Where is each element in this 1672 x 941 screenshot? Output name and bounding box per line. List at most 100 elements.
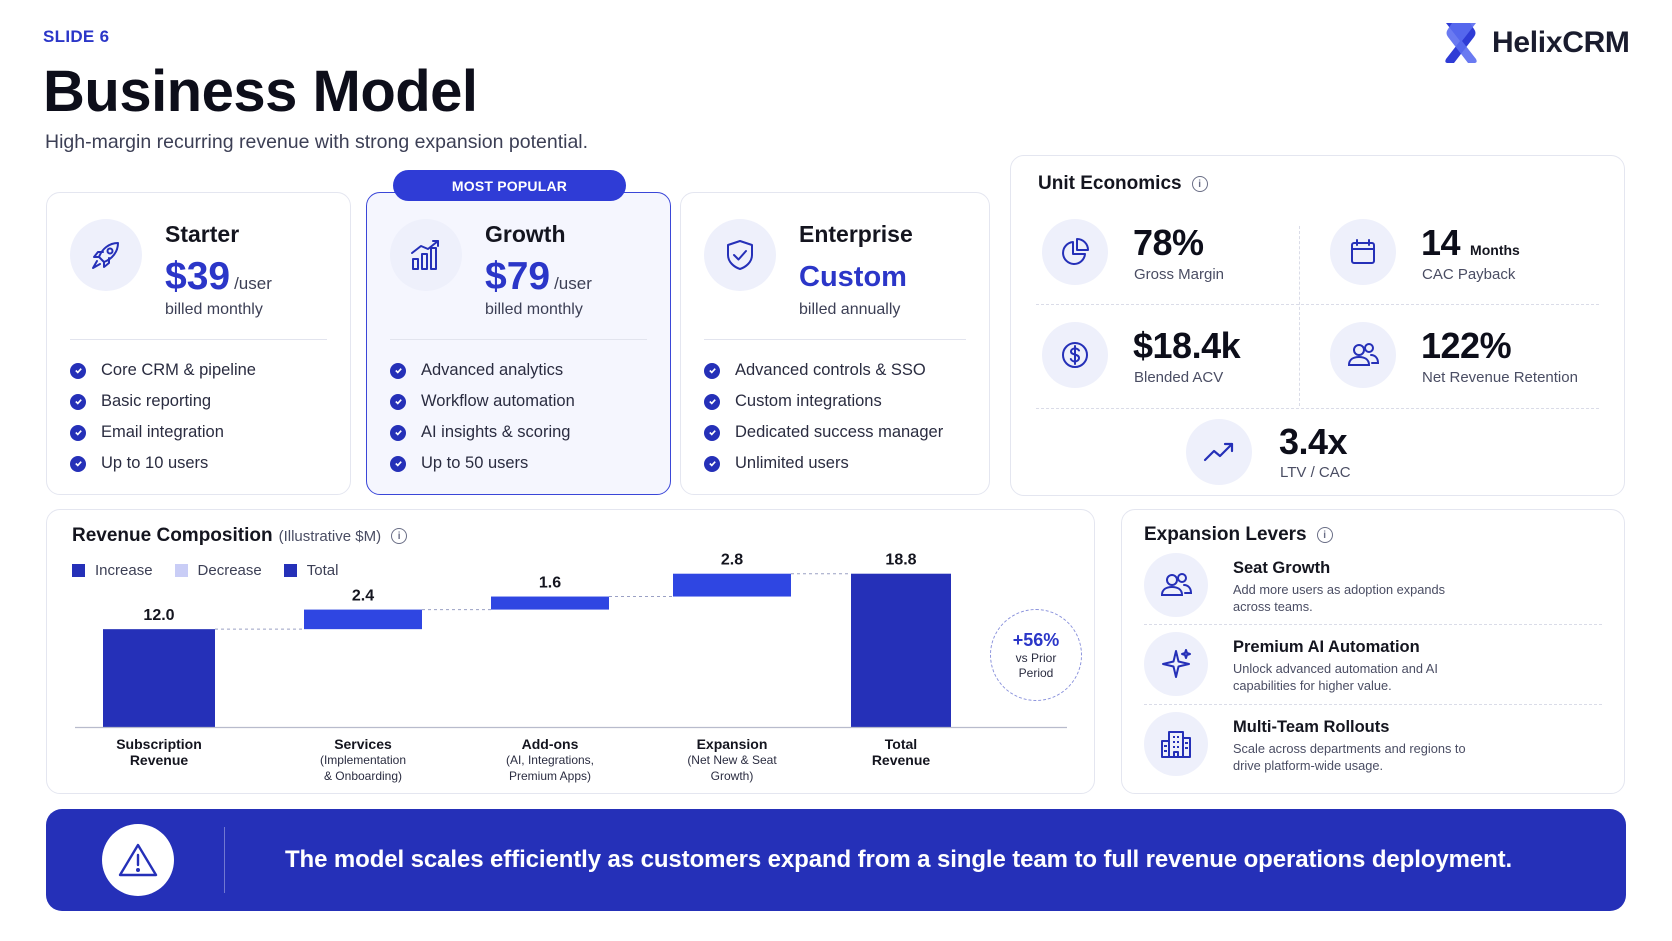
calendar-icon (1330, 219, 1396, 285)
category-label: Revenue (872, 752, 931, 768)
check-icon (390, 455, 406, 472)
divider (1036, 304, 1599, 305)
waterfall-bar (491, 596, 609, 610)
feature-list: Core CRM & pipeline Basic reporting Emai… (70, 355, 256, 479)
check-icon (704, 424, 720, 441)
pie-chart-icon (1042, 219, 1108, 285)
check-icon (390, 424, 406, 441)
feature-item: Custom integrations (704, 386, 943, 417)
category-detail: & Onboarding) (324, 769, 402, 783)
divider (70, 339, 327, 340)
metric-label: LTV / CAC (1280, 464, 1351, 481)
waterfall-bar (851, 573, 951, 727)
category-detail: (AI, Integrations, (506, 753, 594, 767)
metric-value: $18.4k (1133, 325, 1241, 366)
feature-item: Advanced controls & SSO (704, 355, 943, 386)
waterfall-bar (673, 573, 791, 597)
data-label: 2.8 (721, 552, 743, 569)
info-icon[interactable]: i (391, 528, 408, 544)
data-label: 1.6 (539, 575, 561, 592)
feature-item: Basic reporting (70, 386, 256, 417)
category-label: Total (885, 736, 917, 752)
plan-unit: /user (234, 274, 272, 293)
sparkle-icon (1144, 632, 1208, 696)
feature-item: Up to 50 users (390, 448, 575, 479)
category-label: Subscription (116, 736, 202, 752)
trend-up-icon (1186, 419, 1252, 485)
lever-desc: Add more users as adoption expands acros… (1233, 582, 1445, 614)
building-icon (1144, 712, 1208, 776)
category-detail: Premium Apps) (509, 769, 591, 783)
category-detail: (Net New & Seat (687, 753, 777, 767)
growth-callout: +56% vs Prior Period (990, 609, 1082, 701)
page-title: Business Model (43, 59, 478, 124)
callout-line1: vs Prior (1015, 650, 1057, 665)
category-label: Revenue (130, 752, 189, 768)
data-label: 18.8 (885, 552, 916, 569)
plan-billing: billed annually (799, 301, 901, 318)
brand-logo: HelixCRM (1440, 18, 1630, 68)
expansion-levers-card: Expansion Levers i Seat Growth Add more u… (1121, 509, 1625, 794)
metric-label: Blended ACV (1134, 369, 1224, 386)
divider (224, 827, 225, 893)
feature-item: Email integration (70, 417, 256, 448)
check-icon (70, 393, 86, 410)
waterfall-bar (304, 609, 422, 630)
category-detail: (Implementation (320, 753, 406, 767)
metric-label: CAC Payback (1422, 266, 1516, 283)
unit-economics-title: Unit Economics i (1038, 173, 1208, 195)
feature-item: Up to 10 users (70, 448, 256, 479)
info-icon[interactable]: i (1316, 527, 1333, 543)
divider (1036, 408, 1599, 409)
slide-label: SLIDE 6 (43, 27, 110, 46)
feature-item: Core CRM & pipeline (70, 355, 256, 386)
plan-card-starter[interactable]: Starter $39/user billed monthly Core CRM… (46, 192, 351, 495)
legend-item-total: Total (283, 562, 338, 579)
feature-item: Unlimited users (704, 448, 943, 479)
lever-desc: Scale across departments and regions to … (1233, 741, 1466, 773)
lever-title: Multi-Team Rollouts (1233, 718, 1390, 736)
plan-card-enterprise[interactable]: Enterprise Custom billed annually Advanc… (680, 192, 990, 495)
dollar-icon (1042, 322, 1108, 388)
feature-item: AI insights & scoring (390, 417, 575, 448)
metric-value: 122% (1421, 325, 1512, 366)
check-icon (704, 455, 720, 472)
plan-card-growth[interactable]: Growth $79/user billed monthly Advanced … (366, 192, 671, 495)
plan-name: Starter (165, 221, 240, 247)
metric-value: 78% (1133, 222, 1204, 263)
metric-label: Gross Margin (1134, 266, 1225, 283)
warning-icon (102, 824, 174, 896)
helix-logo-icon (1445, 23, 1477, 63)
plan-price: $39/user (165, 255, 272, 298)
expansion-title: Expansion Levers i (1144, 524, 1333, 546)
divider (1144, 704, 1602, 705)
shield-check-icon (704, 219, 776, 291)
page-subtitle: High-margin recurring revenue with stron… (45, 131, 589, 153)
data-label: 2.4 (352, 588, 374, 605)
most-popular-badge: MOST POPULAR (393, 170, 626, 201)
banner-text: The model scales efficiently as customer… (285, 846, 1513, 873)
rocket-icon (70, 219, 142, 291)
category-label: Expansion (697, 736, 768, 752)
callout-value: +56% (1012, 629, 1060, 650)
data-label: 12.0 (143, 607, 174, 624)
check-icon (704, 362, 720, 379)
check-icon (70, 424, 86, 441)
plan-billing: billed monthly (485, 301, 583, 318)
feature-item: Workflow automation (390, 386, 575, 417)
plan-name: Growth (485, 221, 566, 247)
revenue-subtitle: (Illustrative $M) (278, 527, 382, 545)
divider (390, 339, 647, 340)
unit-economics-card: Unit Economics i 78% Gross Margin 14 Month… (1010, 155, 1625, 496)
plan-billing: billed monthly (165, 301, 263, 318)
revenue-composition-card: Revenue Composition (Illustrative $M) i In… (46, 509, 1095, 794)
callout-line2: Period (1018, 665, 1054, 680)
plan-price: $79/user (485, 255, 592, 298)
info-icon[interactable]: i (1191, 176, 1208, 192)
divider (1144, 624, 1602, 625)
plan-price: Custom (799, 261, 907, 293)
key-insight-banner: The model scales efficiently as customer… (46, 809, 1626, 911)
feature-list: Advanced analytics Workflow automation A… (390, 355, 575, 479)
check-icon (704, 393, 720, 410)
waterfall-bar (103, 629, 215, 727)
